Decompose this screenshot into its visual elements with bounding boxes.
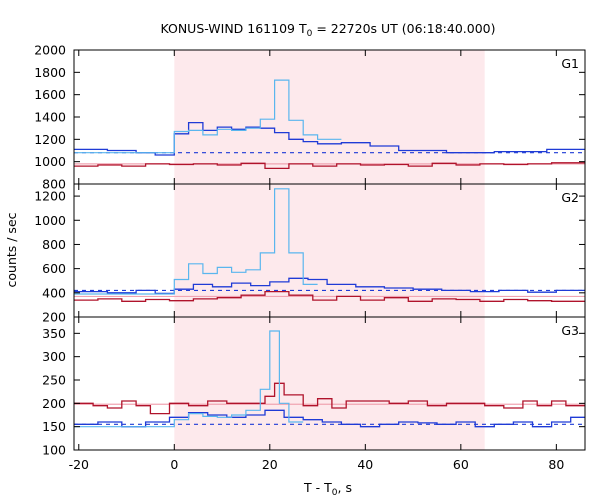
x-axis-label-subscript: 0: [332, 488, 338, 498]
x-tick-label: 20: [262, 457, 278, 472]
title-subscript: 0: [307, 29, 313, 39]
series-light-blue-histogram: [74, 188, 318, 295]
y-tick-label: 100: [42, 443, 66, 458]
y-tick-label: 800: [42, 237, 66, 252]
series-light-blue-histogram: [74, 330, 304, 428]
series-red-histogram: [74, 382, 585, 415]
y-tick-label: 150: [42, 419, 66, 434]
series-red-histogram: [74, 162, 585, 170]
x-tick-label: 0: [170, 457, 178, 472]
x-axis-label: T - T0, s: [303, 480, 352, 498]
series-light-blue-histogram: [74, 79, 342, 154]
title-rest: = 22720s UT (06:18:40.000): [312, 21, 495, 36]
y-tick-label: 200: [42, 396, 66, 411]
y-tick-label: 1000: [34, 154, 66, 169]
panel-g1: 800 1000 1200 1400 1600 1800 2000 G1: [34, 43, 586, 192]
y-tick-label: 600: [42, 261, 66, 276]
plot-layer: 800100012001400160018002000G120040060080…: [34, 43, 586, 472]
x-axis-label-rest: , s: [338, 480, 352, 495]
series-blue-histogram: [74, 409, 585, 428]
y-axis-label: counts / sec: [4, 212, 19, 287]
y-tick-label: 2000: [34, 43, 66, 58]
y-tick-label: 1400: [34, 110, 66, 125]
y-tick-label: 200: [42, 310, 66, 325]
series-red-histogram: [74, 290, 585, 302]
y-tick-label: 250: [42, 373, 66, 388]
panel-label: G2: [561, 190, 579, 205]
x-tick-label: 40: [357, 457, 373, 472]
y-tick-label: 1200: [34, 189, 66, 204]
y-tick-label: 400: [42, 285, 66, 300]
y-tick-label: 1800: [34, 65, 66, 80]
shaded-interval: [174, 184, 485, 317]
y-tick-label: 300: [42, 349, 66, 364]
x-tick-label: 80: [548, 457, 564, 472]
y-tick-label: 1600: [34, 87, 66, 102]
x-tick-label: -20: [69, 457, 89, 472]
panel-g3: 100 150 200 250 300 350 G3: [42, 316, 586, 458]
y-tick-label: 1000: [34, 213, 66, 228]
shaded-interval: [174, 50, 485, 184]
panel-frame: [73, 316, 586, 451]
panel-label: G3: [561, 323, 579, 338]
y-tick-label: 1200: [34, 132, 66, 147]
y-tick-label: 350: [42, 326, 66, 341]
panel-g2: 200 400 600 800 1000 1200 G2: [34, 183, 586, 325]
panel-label: G1: [561, 56, 579, 71]
chart-title: KONUS-WIND 161109 T0 = 22720s UT (06:18:…: [160, 21, 495, 39]
shaded-interval: [174, 317, 485, 450]
x-tick-label: 60: [453, 457, 469, 472]
y-tick-label: 800: [42, 177, 66, 192]
